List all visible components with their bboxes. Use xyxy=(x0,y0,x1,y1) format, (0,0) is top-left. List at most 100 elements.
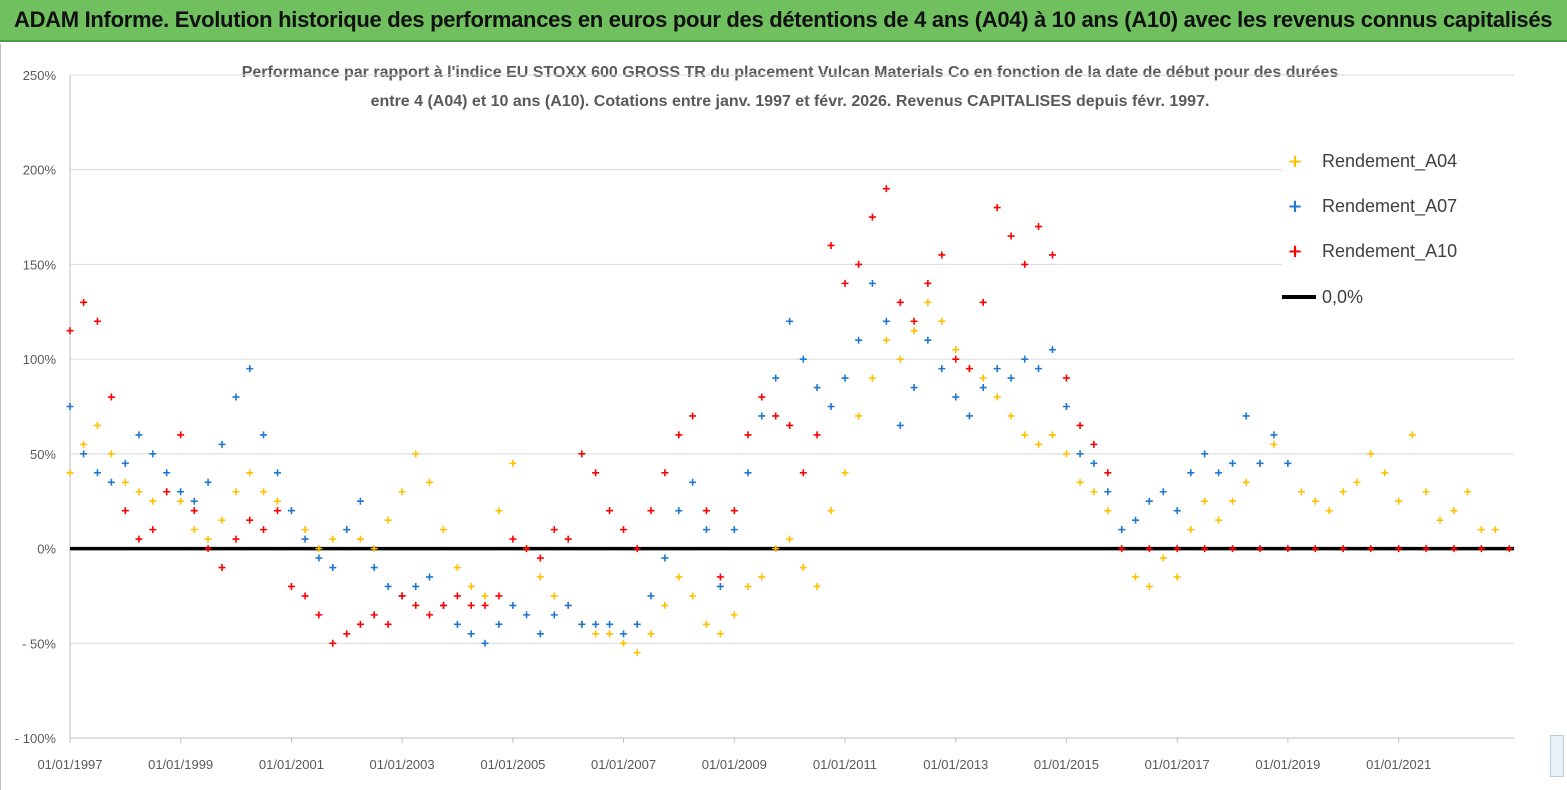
a07-point xyxy=(592,620,600,628)
a07-point xyxy=(1173,507,1181,515)
a04-point xyxy=(1325,507,1333,515)
x-tick-label: 01/01/2021 xyxy=(1366,757,1431,772)
a10-point xyxy=(1450,545,1458,553)
a04-point xyxy=(661,601,669,609)
a04-point xyxy=(1048,431,1056,439)
a04-point xyxy=(1408,431,1416,439)
a04-point xyxy=(329,535,337,543)
legend-label-a04: Rendement_A04 xyxy=(1322,150,1458,171)
a10-point xyxy=(647,507,655,515)
a10-point xyxy=(564,535,572,543)
a04-point xyxy=(190,526,198,534)
a07-point xyxy=(66,403,74,410)
y-tick-label: 50% xyxy=(30,447,56,462)
a04-point xyxy=(1076,478,1084,486)
a04-point xyxy=(1007,412,1015,420)
a07-point xyxy=(1104,488,1112,496)
a07-point xyxy=(177,488,185,496)
a04-point xyxy=(979,374,987,382)
a04-point xyxy=(786,535,794,543)
a04-point xyxy=(1367,450,1375,458)
legend-label-a07: Rendement_A07 xyxy=(1322,195,1458,216)
a10-point xyxy=(1048,251,1056,259)
a07-point xyxy=(661,554,669,562)
a07-point xyxy=(1048,346,1056,354)
a07-point xyxy=(813,384,821,392)
a10-point xyxy=(799,469,807,477)
a07-point xyxy=(1118,526,1126,534)
a10-point xyxy=(1229,545,1237,553)
scrollbar-fragment[interactable] xyxy=(1550,735,1564,777)
a07-point xyxy=(536,630,544,638)
a07-point xyxy=(882,317,890,325)
a07-point xyxy=(1215,469,1223,477)
a07-point xyxy=(329,564,337,572)
a07-point xyxy=(896,421,904,429)
a07-point xyxy=(993,365,1001,373)
a04-point xyxy=(1173,573,1181,581)
a10-point xyxy=(398,592,406,600)
legend-label-zero: 0,0% xyxy=(1322,286,1364,307)
a07-point xyxy=(260,431,268,439)
a04-point xyxy=(730,611,738,619)
a07-point xyxy=(1229,459,1237,467)
y-tick-label: - 50% xyxy=(22,636,56,651)
a04-point xyxy=(1477,526,1485,534)
a04-point xyxy=(675,573,683,581)
a07-point xyxy=(204,478,212,486)
a10-point xyxy=(204,545,212,553)
a07-point xyxy=(730,526,738,534)
a10-point xyxy=(467,601,475,609)
a04-point xyxy=(218,516,226,524)
a10-point xyxy=(495,592,503,600)
a07-point xyxy=(1159,488,1167,496)
a04-point xyxy=(1381,469,1389,477)
a07-point xyxy=(481,639,489,647)
a04-point xyxy=(1145,582,1153,590)
a04-point xyxy=(1464,488,1472,496)
x-tick-label: 01/01/2013 xyxy=(923,757,988,772)
x-tick-label: 01/01/2019 xyxy=(1255,757,1320,772)
a07-point xyxy=(163,469,171,477)
report-banner: ADAM Informe. Evolution historique des p… xyxy=(0,0,1567,42)
chart-legend: + Rendement_A04 + Rendement_A07 + Rendem… xyxy=(1282,120,1514,316)
a07-point xyxy=(93,469,101,477)
a07-point xyxy=(827,403,835,410)
a04-point xyxy=(896,355,904,363)
a07-point xyxy=(149,450,157,458)
a07-point xyxy=(121,459,129,467)
a07-point xyxy=(799,355,807,363)
a07-point xyxy=(938,365,946,373)
a10-point xyxy=(80,298,88,306)
a10-point xyxy=(218,564,226,572)
a07-point xyxy=(246,365,254,373)
x-tick-label: 01/01/2007 xyxy=(591,757,656,772)
a10-point xyxy=(1311,545,1319,553)
a07-point xyxy=(550,611,558,619)
a04-point xyxy=(620,639,628,647)
a04-point xyxy=(80,440,88,448)
x-tick-label: 01/01/2001 xyxy=(259,757,324,772)
a04-point xyxy=(1159,554,1167,562)
a07-point xyxy=(495,620,503,628)
a10-point xyxy=(1062,374,1070,382)
a04-point xyxy=(910,327,918,335)
legend-item-a10: + Rendement_A10 xyxy=(1282,236,1457,266)
a10-point xyxy=(1477,545,1485,553)
a04-point xyxy=(426,478,434,486)
a07-point xyxy=(564,601,572,609)
a10-point xyxy=(1104,469,1112,477)
a04-point xyxy=(1491,526,1499,534)
a10-point xyxy=(149,526,157,534)
a10-point xyxy=(93,317,101,325)
a10-point xyxy=(979,298,987,306)
a04-point xyxy=(1035,440,1043,448)
a07-point xyxy=(1035,365,1043,373)
a10-point xyxy=(163,488,171,496)
a07-point xyxy=(1201,450,1209,458)
a10-point xyxy=(523,545,531,553)
a07-point xyxy=(606,620,614,628)
a07-point xyxy=(1187,469,1195,477)
chart-title: Performance par rapport à l'indice EU ST… xyxy=(241,64,1339,81)
